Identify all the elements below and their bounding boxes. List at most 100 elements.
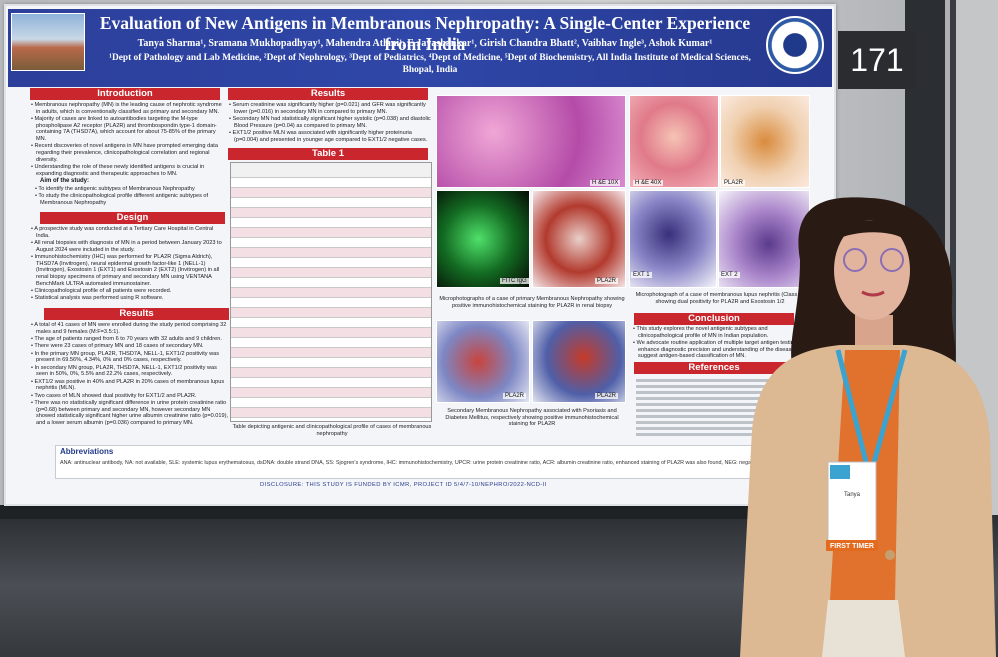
table-row	[231, 218, 431, 228]
institute-photo	[11, 13, 85, 71]
poster-title: Evaluation of New Antigens in Membranous…	[99, 13, 751, 54]
reference-line	[636, 409, 806, 412]
table-row	[231, 388, 431, 398]
image-label: PLA2R	[595, 278, 619, 284]
reference-line	[636, 403, 806, 406]
bullet: Statistical analysis was performed using…	[30, 295, 225, 302]
micrograph	[436, 95, 626, 188]
reference-line	[636, 397, 806, 400]
table-row	[231, 378, 431, 388]
fringe	[835, 220, 912, 245]
table-row	[231, 178, 431, 188]
bullet: There were 23 cases of primary MN and 18…	[30, 343, 228, 350]
reference-line	[636, 391, 806, 394]
table-row	[231, 348, 431, 358]
mouth	[861, 290, 885, 297]
table-row	[231, 308, 431, 318]
reference-line	[636, 421, 806, 424]
affiliations: ¹Dept of Pathology and Lab Medicine, ²De…	[109, 53, 751, 75]
bullet: We advocate routine application of multi…	[632, 340, 808, 360]
section-heading: Table 1	[228, 148, 428, 160]
abbreviations-heading: Abbreviations	[60, 447, 114, 456]
abbreviations-box	[55, 445, 830, 479]
bullet: A prospective study was conducted at a T…	[30, 226, 225, 239]
bullet: To identify the antigenic subtypes of Me…	[34, 186, 224, 193]
micrograph	[629, 95, 719, 188]
bullet: All renal biopsies with diagnosis of MN …	[30, 240, 225, 253]
image-label: FITC IgG	[500, 278, 529, 284]
section-heading: Results	[228, 88, 428, 100]
table-row	[231, 188, 431, 198]
coat-button	[885, 550, 895, 560]
table-row	[231, 408, 431, 418]
bullet: In secondary MN group, PLA2R, THSD7A, NE…	[30, 365, 228, 378]
micrograph	[629, 190, 717, 288]
table-row	[231, 208, 431, 218]
disclosure: DISCLOSURE: THIS STUDY IS FUNDED BY ICMR…	[260, 482, 547, 488]
bullet: Understanding the role of these newly id…	[30, 164, 225, 177]
reference-line	[636, 379, 806, 382]
face	[834, 220, 910, 320]
table-row	[231, 368, 431, 378]
trousers	[822, 600, 905, 657]
bullet: Membranous nephropathy (MN) is the leadi…	[30, 102, 225, 115]
reference-line	[636, 415, 806, 418]
bullet: A total of 41 cases of MN were enrolled …	[30, 322, 228, 335]
badge-name: Tanya	[844, 492, 861, 498]
micrograph	[720, 95, 810, 188]
table-row	[231, 248, 431, 258]
image-label: PLA2R	[722, 180, 746, 186]
bullet: The age of patients ranged from 6 to 70 …	[30, 336, 228, 343]
section-heading: References	[634, 362, 794, 374]
table-row	[231, 328, 431, 338]
bullet: In the primary MN group, PLA2R, THSD7A, …	[30, 351, 228, 364]
micrograph	[436, 190, 530, 288]
conclusion: This study explores the novel antigenic …	[632, 326, 808, 361]
reference-line	[636, 433, 806, 436]
table-row	[231, 238, 431, 248]
authors: Tanya Sharma¹, Sramana Mukhopadhyay¹, Ma…	[137, 38, 713, 49]
data-table	[230, 162, 432, 422]
micrograph	[436, 320, 530, 403]
references	[636, 376, 806, 439]
results: Serum creatinine was significantly highe…	[228, 102, 432, 144]
section-heading: Results	[44, 308, 229, 320]
table-row	[231, 278, 431, 288]
reference-line	[636, 385, 806, 388]
board-ledge	[0, 505, 840, 519]
bullet: EXT1/2 positive MLN was associated with …	[228, 130, 432, 143]
bullet: Majority of cases are linked to autoanti…	[30, 116, 225, 143]
table-row	[231, 318, 431, 328]
bullet: This study explores the novel antigenic …	[632, 326, 808, 339]
glasses	[880, 248, 904, 272]
image-label: PLA2R	[503, 393, 527, 399]
bullet: Clinicopathological profile of all patie…	[30, 288, 225, 295]
figure-caption: Secondary Membranous Nephropathy associa…	[445, 408, 619, 428]
table-row	[231, 338, 431, 348]
table-row	[231, 163, 431, 178]
board-number: 171	[838, 31, 916, 89]
micrograph	[532, 190, 626, 288]
micrograph	[532, 320, 626, 403]
poster-header	[8, 9, 832, 87]
section-heading: Conclusion	[634, 313, 794, 325]
image-label: H &E 10X	[590, 180, 621, 186]
aim-heading: Aim of the study:	[40, 178, 89, 184]
reference-line	[636, 427, 806, 430]
introduction: Membranous nephropathy (MN) is the leadi…	[30, 102, 225, 178]
table-row	[231, 398, 431, 408]
image-label: EXT 1	[631, 272, 652, 278]
image-label: H &E 40X	[633, 180, 664, 186]
table-row	[231, 198, 431, 208]
table-row	[231, 298, 431, 308]
bullet: Two cases of MLN showed dual positivity …	[30, 393, 228, 400]
glasses	[843, 248, 867, 272]
bullet: To study the clinicopathological profile…	[34, 193, 224, 206]
badge-ribbon	[826, 540, 878, 551]
badge-ribbon-text: FIRST TIMER	[830, 543, 874, 550]
table-row	[231, 288, 431, 298]
image-label: PLA2R	[595, 393, 619, 399]
bullet: Recent discoveries of novel antigens in …	[30, 143, 225, 163]
